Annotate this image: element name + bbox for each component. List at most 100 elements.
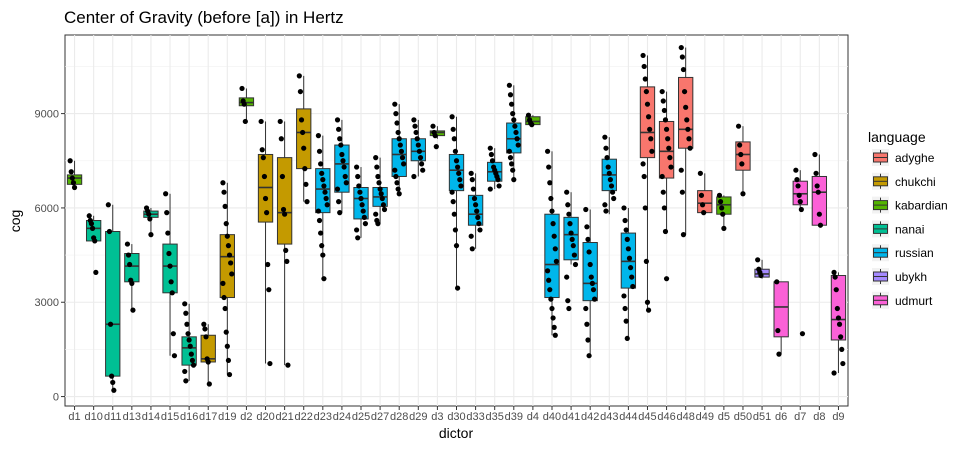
box-d45 bbox=[639, 86, 656, 159]
point-d44 bbox=[627, 265, 634, 271]
legend-label: russian bbox=[895, 246, 934, 260]
point-d24 bbox=[336, 126, 342, 132]
x-tick-label: d50 bbox=[734, 411, 752, 423]
point-d40 bbox=[550, 221, 556, 227]
point-d40 bbox=[552, 246, 558, 252]
point-d28 bbox=[395, 186, 401, 192]
point-d41 bbox=[566, 305, 572, 312]
point-d24 bbox=[339, 151, 345, 158]
point-d29 bbox=[412, 123, 418, 129]
x-tick-label: d45 bbox=[638, 411, 656, 423]
point-d39 bbox=[508, 161, 515, 167]
point-d23 bbox=[318, 161, 324, 167]
point-d3 bbox=[430, 123, 436, 129]
x-tick-label: d40 bbox=[543, 411, 561, 423]
point-d25 bbox=[354, 164, 360, 170]
point-d27 bbox=[379, 195, 385, 202]
point-d22 bbox=[298, 117, 305, 123]
point-d16 bbox=[184, 321, 190, 327]
point-d27 bbox=[377, 186, 383, 192]
point-d23 bbox=[323, 195, 329, 202]
point-d25 bbox=[359, 202, 365, 208]
point-d43 bbox=[602, 202, 608, 208]
point-d30 bbox=[452, 148, 458, 154]
point-d43 bbox=[603, 208, 609, 214]
point-d41 bbox=[564, 274, 570, 280]
point-d13 bbox=[130, 307, 136, 313]
point-d30 bbox=[456, 170, 462, 176]
point-d50 bbox=[735, 123, 742, 129]
point-d29 bbox=[411, 117, 417, 123]
point-d11 bbox=[106, 228, 113, 235]
point-d16 bbox=[182, 368, 188, 375]
point-d10 bbox=[86, 213, 92, 219]
point-d16 bbox=[183, 378, 189, 384]
x-tick-label: d48 bbox=[676, 411, 694, 423]
point-d20 bbox=[267, 360, 273, 367]
point-d48 bbox=[686, 136, 692, 142]
point-d39 bbox=[508, 101, 515, 107]
box-d21 bbox=[276, 157, 293, 245]
point-d27 bbox=[373, 211, 379, 217]
point-d1 bbox=[71, 184, 78, 191]
point-d22 bbox=[296, 73, 302, 79]
point-d39 bbox=[506, 82, 512, 88]
point-d5 bbox=[716, 192, 723, 198]
point-d16 bbox=[190, 362, 197, 368]
point-d41 bbox=[568, 230, 574, 236]
point-d50 bbox=[738, 151, 744, 158]
point-d25 bbox=[354, 227, 360, 233]
point-d40 bbox=[549, 208, 555, 214]
point-d21 bbox=[284, 258, 290, 264]
point-d39 bbox=[515, 142, 521, 148]
y-tick-label: 9000 bbox=[35, 109, 59, 121]
point-d48 bbox=[684, 117, 690, 123]
point-d39 bbox=[506, 148, 512, 154]
point-d19 bbox=[223, 221, 229, 227]
x-tick-label: d13 bbox=[123, 411, 141, 423]
point-d46 bbox=[663, 276, 670, 282]
point-d19 bbox=[224, 343, 230, 349]
x-tick-label: d14 bbox=[142, 411, 160, 423]
point-d24 bbox=[334, 186, 341, 192]
point-d40 bbox=[551, 233, 557, 239]
point-d8 bbox=[815, 189, 821, 195]
box-d22 bbox=[296, 108, 312, 170]
point-d22 bbox=[302, 166, 308, 172]
point-d23 bbox=[320, 252, 326, 258]
point-d44 bbox=[622, 305, 628, 312]
point-d33 bbox=[475, 214, 481, 220]
x-tick-label: d43 bbox=[600, 411, 618, 423]
x-tick-label: d5 bbox=[718, 411, 730, 423]
legend-item-russian: russian bbox=[872, 244, 934, 262]
legend-item-adyghe: adyghe bbox=[872, 149, 935, 166]
point-d23 bbox=[320, 177, 326, 183]
point-d45 bbox=[647, 126, 653, 132]
point-d19 bbox=[221, 294, 227, 301]
point-d44 bbox=[626, 255, 633, 261]
point-d14 bbox=[148, 232, 154, 238]
point-d25 bbox=[355, 235, 361, 241]
point-d40 bbox=[551, 324, 557, 330]
box-d23 bbox=[315, 168, 331, 214]
point-d16 bbox=[189, 357, 196, 364]
point-d16 bbox=[182, 301, 188, 307]
point-d27 bbox=[375, 173, 381, 180]
point-d39 bbox=[507, 155, 514, 161]
point-d9 bbox=[838, 334, 844, 340]
point-d20 bbox=[265, 261, 271, 268]
point-d44 bbox=[621, 205, 627, 211]
point-d5 bbox=[720, 211, 726, 217]
point-d9 bbox=[831, 370, 837, 376]
point-d46 bbox=[662, 117, 669, 123]
point-d33 bbox=[470, 186, 476, 192]
point-d20 bbox=[259, 147, 265, 153]
legend: adyghe chukchi kabardian nanai russian ubykh u… bbox=[872, 149, 948, 309]
point-d28 bbox=[394, 180, 400, 186]
point-d33 bbox=[476, 221, 482, 227]
point-d15 bbox=[164, 210, 170, 216]
x-tick-label: d20 bbox=[256, 411, 274, 423]
point-d35 bbox=[495, 177, 501, 183]
point-d40 bbox=[547, 287, 553, 293]
point-d28 bbox=[392, 167, 398, 173]
